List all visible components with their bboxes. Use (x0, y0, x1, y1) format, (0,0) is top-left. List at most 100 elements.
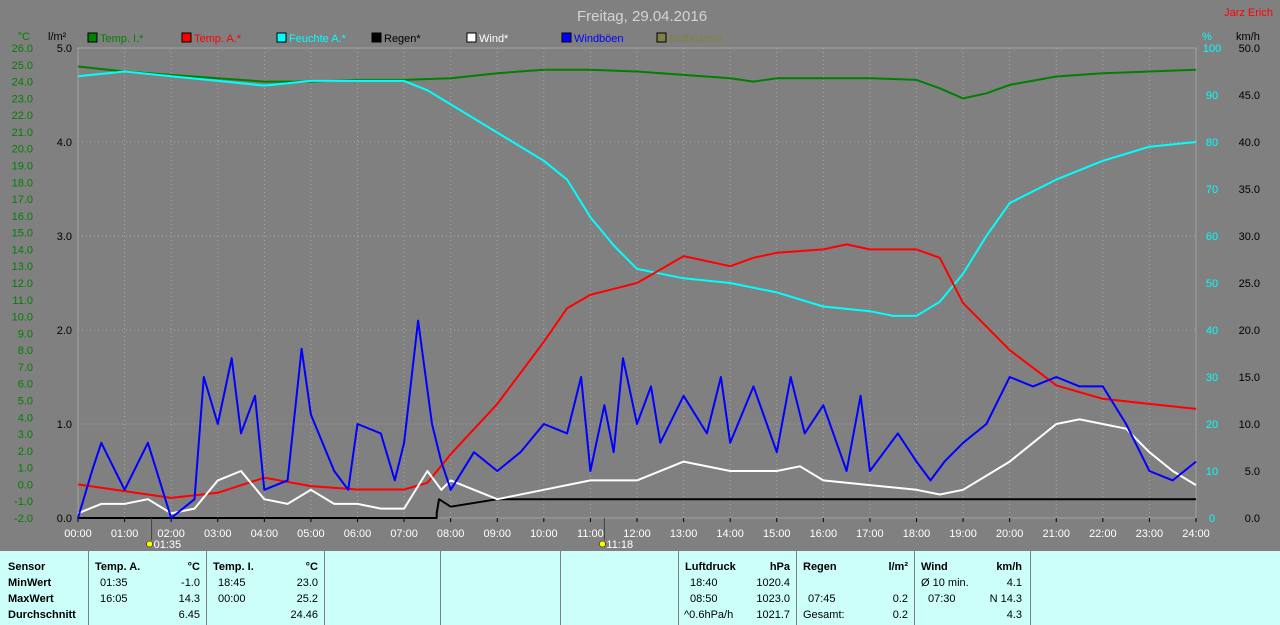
wind-max-time: 07:30 (928, 593, 956, 605)
marker-label: 01:35 (154, 539, 182, 551)
temp-tick-label: 11.0 (12, 295, 33, 307)
rain-tick-label: 2.0 (57, 325, 72, 337)
x-tick-label: 03:00 (204, 528, 232, 540)
temp-a-max-value: 14.3 (178, 593, 200, 605)
stats-separator (678, 551, 679, 625)
author-label: Jarz Erich (1224, 7, 1273, 19)
humidity-tick-label: 100 (1203, 43, 1221, 55)
temp-tick-label: 1.0 (18, 463, 33, 475)
x-tick-label: 15:00 (763, 528, 791, 540)
legend-swatch (181, 32, 192, 43)
temp-tick-label: 12.0 (12, 278, 33, 290)
legend-label: Feuchte A.* (289, 33, 347, 45)
pressure-trend: ^0.6hPa/h (684, 609, 734, 621)
chart-title: Freitag, 29.04.2016 (577, 8, 707, 25)
x-tick-label: 11:00 (577, 528, 604, 540)
pressure-max-time: 08:50 (690, 593, 718, 605)
wind-tick-label: 35.0 (1239, 184, 1260, 196)
wind-max-value: N 14.3 (989, 593, 1022, 605)
legend-swatch (561, 32, 572, 43)
temp-i-max-time: 00:00 (218, 593, 246, 605)
temp-a-max-time: 16:05 (100, 593, 128, 605)
temp-tick-label: 8.0 (18, 345, 33, 357)
stats-separator (560, 551, 561, 625)
temp-tick-label: -1.0 (14, 496, 33, 508)
wind-tick-label: 15.0 (1239, 372, 1260, 384)
temp-axis: 26.0 25.0 24.0 23.0 22.0 21.0 20.0 19.0 18.0 17.0… (12, 43, 33, 525)
humidity-tick-label: 80 (1206, 137, 1218, 149)
legend-swatch (276, 32, 287, 43)
x-tick-label: 14:00 (716, 528, 744, 540)
wind-tick-label: 5.0 (1245, 466, 1260, 478)
temp-unit-label: °C (18, 31, 30, 43)
temp-i-title: Temp. I. (213, 561, 254, 573)
temp-i-min-time: 18:45 (218, 577, 246, 589)
x-tick-label: 08:00 (437, 528, 465, 540)
series-layer (77, 65, 1197, 519)
stats-separator (796, 551, 797, 625)
rain-tick-label: 4.0 (57, 137, 72, 149)
wind-tick-label: 45.0 (1239, 90, 1260, 102)
x-tick-label: 02:00 (157, 528, 185, 540)
rain-tick-label: 5.0 (57, 43, 72, 55)
temp-a-title: Temp. A. (95, 561, 141, 573)
temp-tick-label: 16.0 (12, 211, 33, 223)
temp-tick-label: 5.0 (18, 396, 33, 408)
row-label-max: MaxWert (8, 593, 54, 605)
humidity-tick-label: 0 (1209, 513, 1215, 525)
stats-panel: Sensor MinWert MaxWert Durchschnitt Temp… (0, 551, 1280, 625)
humidity-tick-label: 10 (1206, 466, 1218, 478)
temp-tick-label: 23.0 (12, 93, 33, 105)
wind-mean: 4.3 (1006, 609, 1022, 621)
series-line-regen- (78, 498, 1196, 519)
x-tick-label: 06:00 (344, 528, 372, 540)
temp-tick-label: 4.0 (18, 412, 33, 424)
sensor-header: Sensor (8, 561, 46, 573)
x-tick-label: 18:00 (903, 528, 931, 540)
humidity-unit-label: % (1202, 31, 1212, 43)
temp-tick-label: 13.0 (12, 261, 33, 273)
marker-icon (146, 540, 153, 548)
humidity-tick-label: 40 (1206, 325, 1218, 337)
humidity-tick-label: 20 (1206, 419, 1218, 431)
temp-i-max-value: 25.2 (296, 593, 318, 605)
stats-separator (440, 551, 441, 625)
temp-i-min-value: 23.0 (296, 577, 318, 589)
x-tick-label: 01:00 (111, 528, 139, 540)
rain-unit-label: l/m² (48, 31, 67, 43)
temp-tick-label: 3.0 (18, 429, 33, 441)
rain-tick-label: 3.0 (57, 231, 72, 243)
pressure-max-value: 1023.0 (756, 593, 790, 605)
pressure-unit: hPa (769, 561, 790, 573)
humidity-tick-label: 60 (1206, 231, 1218, 243)
x-tick-label: 16:00 (810, 528, 838, 540)
rain-tick-label: 0.0 (57, 513, 72, 525)
temp-i-unit: °C (305, 561, 318, 573)
x-tick-label: 09:00 (483, 528, 511, 540)
legend-label: Erdfeuchte (669, 33, 722, 45)
wind-unit: km/h (996, 561, 1022, 573)
x-tick-label: 13:00 (670, 528, 698, 540)
legend-label: Regen* (384, 33, 421, 45)
stats-separator (914, 551, 915, 625)
temp-i-average: 24.46 (290, 609, 318, 621)
temp-tick-label: 24.0 (12, 77, 33, 89)
x-tick-label: 07:00 (390, 528, 418, 540)
rain-total: 0.2 (892, 609, 908, 621)
wind-avg-label: Ø 10 min. (921, 577, 969, 589)
pressure-trend-value: 1021.7 (756, 609, 790, 621)
series-line-temp-a- (77, 243, 1197, 499)
temp-tick-label: 6.0 (18, 379, 33, 391)
x-tick-label: 23:00 (1136, 528, 1164, 540)
wind-tick-label: 40.0 (1239, 137, 1260, 149)
temp-a-min-time: 01:35 (100, 577, 128, 589)
temp-tick-label: 0.0 (18, 479, 33, 491)
rain-axis: 5.0 4.0 3.0 2.0 1.0 0.0 (57, 43, 72, 525)
stats-separator (206, 551, 207, 625)
temp-tick-label: 18.0 (12, 177, 33, 189)
temp-a-min-value: -1.0 (181, 577, 200, 589)
temp-tick-label: 7.0 (18, 362, 33, 374)
series-line-wind- (77, 418, 1197, 515)
pressure-title: Luftdruck (685, 561, 736, 573)
